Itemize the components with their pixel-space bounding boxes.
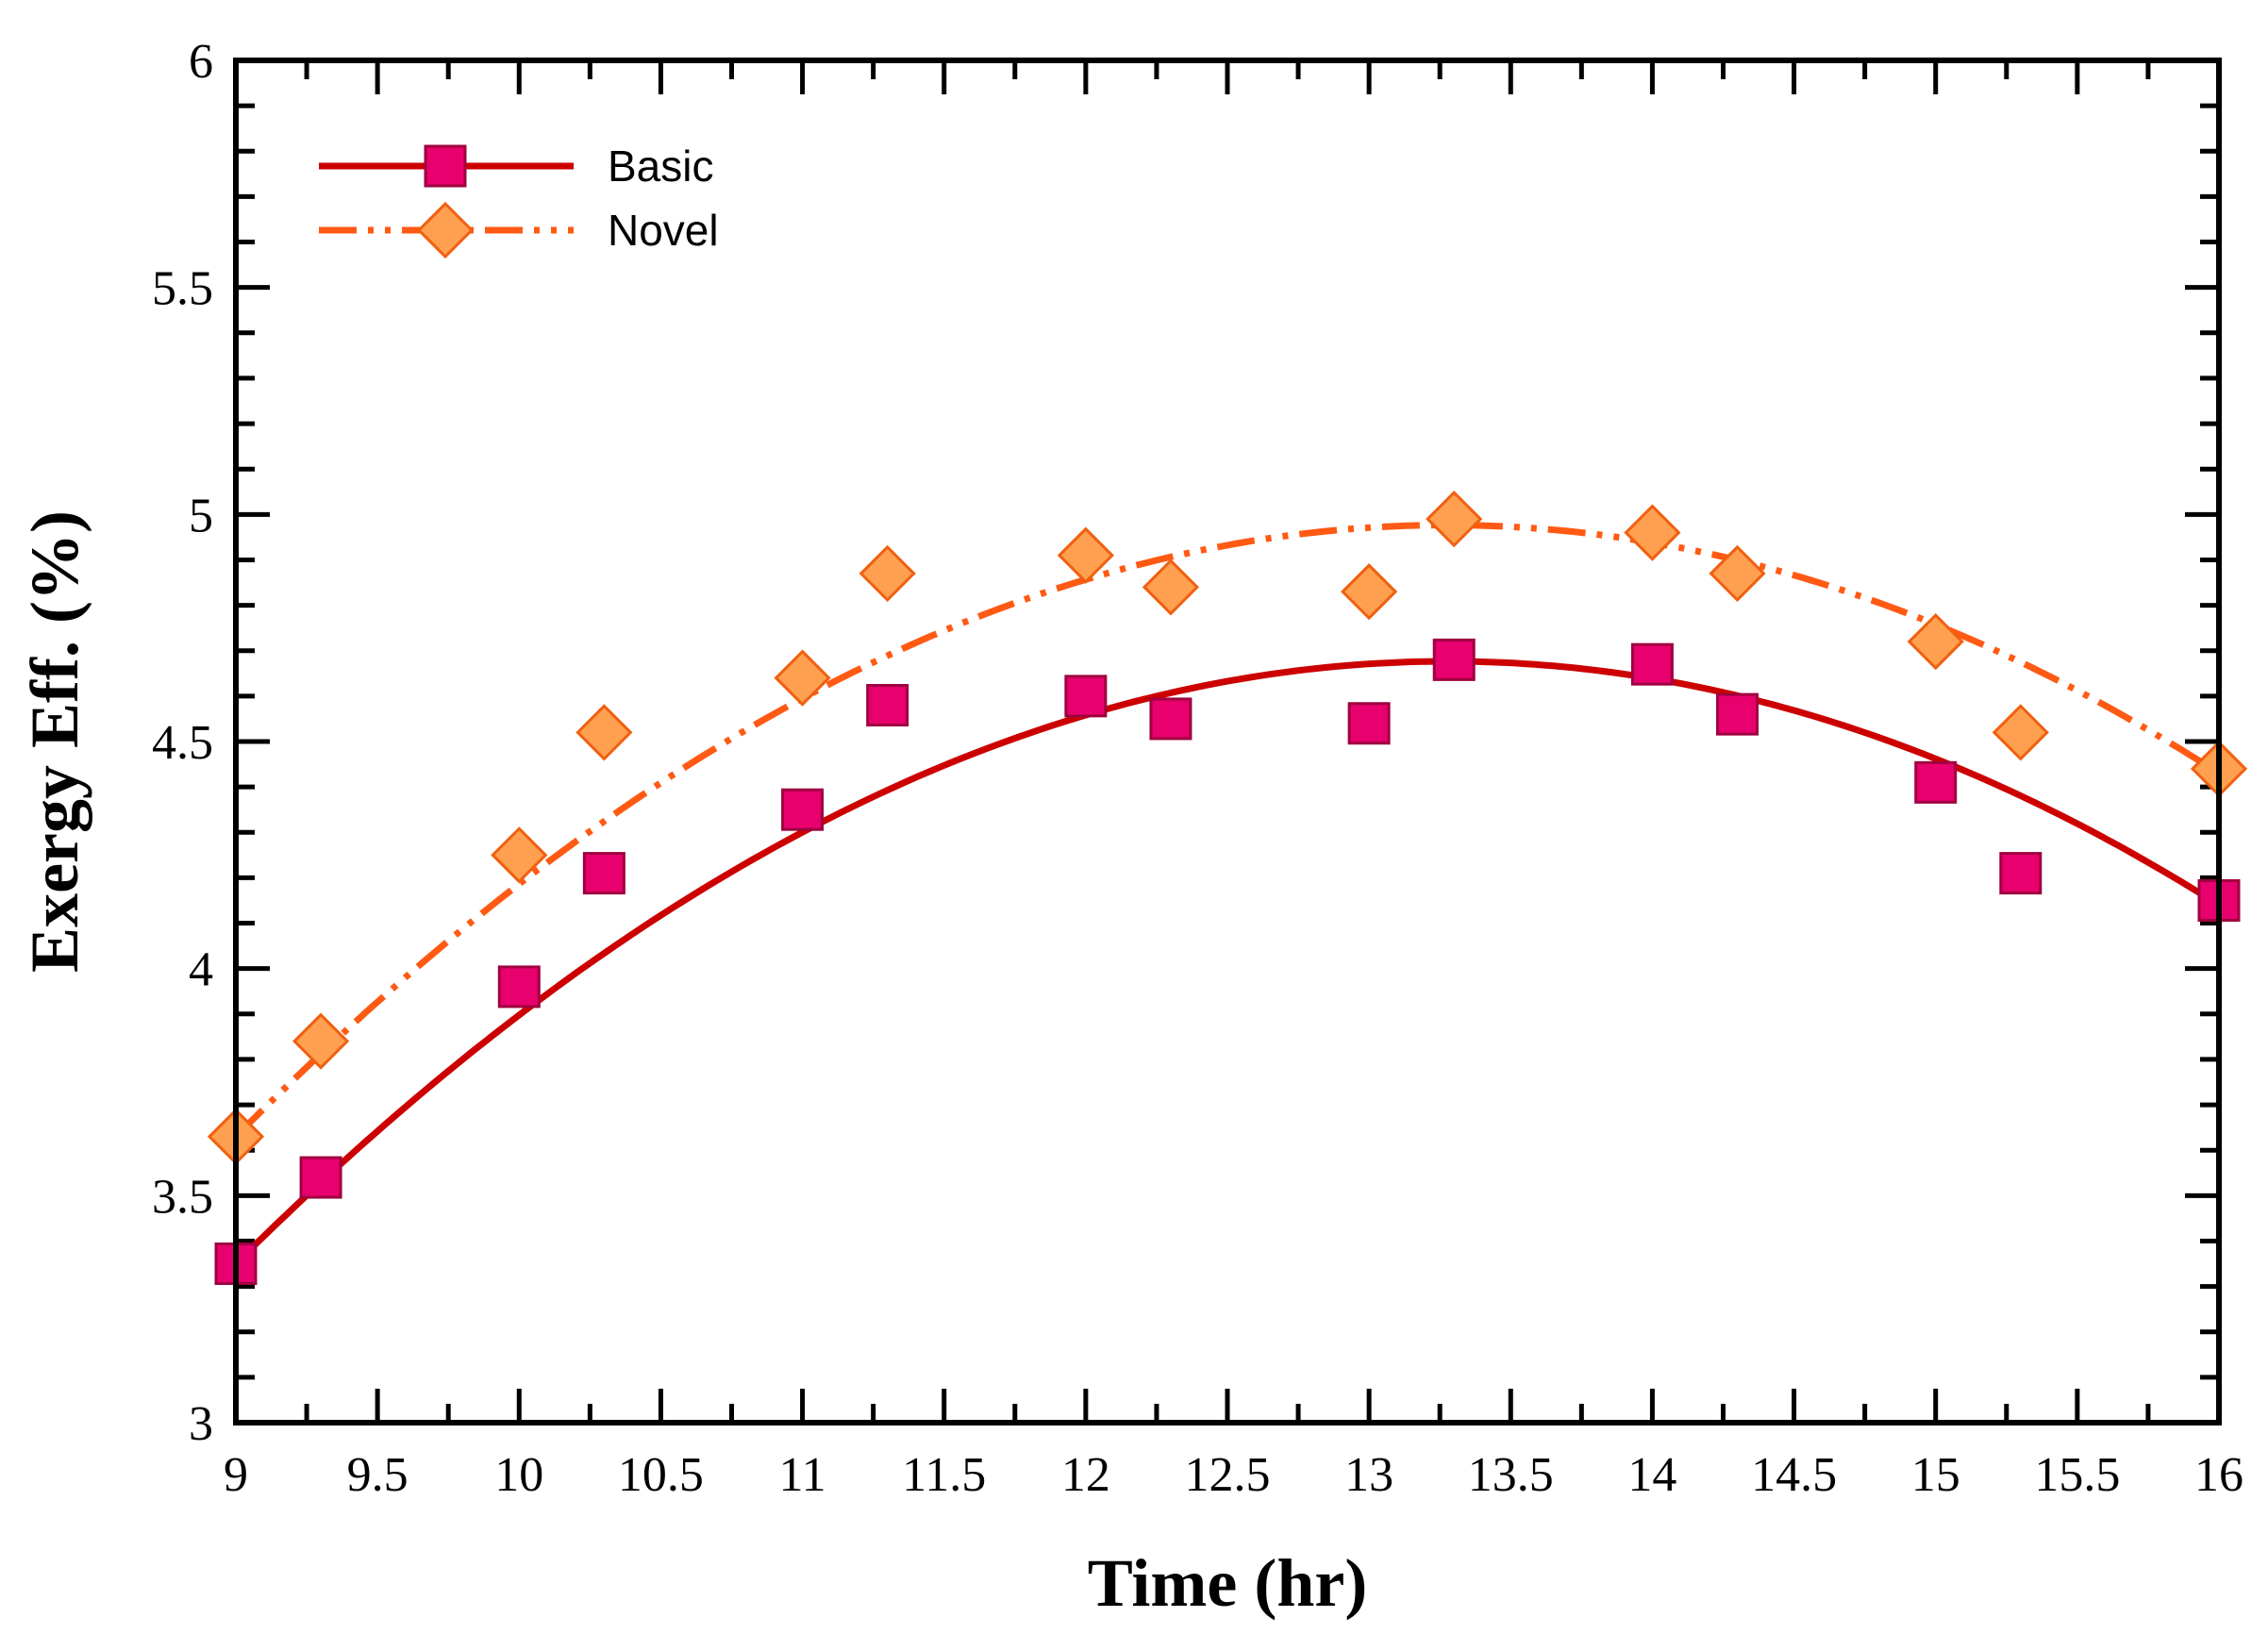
- x-tick-label: 13: [1344, 1448, 1393, 1502]
- data-point-novel: [292, 1012, 350, 1070]
- fit-line-basic: [233, 658, 2221, 1266]
- data-point-basic: [497, 965, 541, 1009]
- data-point-novel: [1907, 612, 1964, 671]
- data-point-basic: [1347, 702, 1391, 745]
- y-tick-label: 5.5: [152, 262, 213, 316]
- y-axis-title: Exergy Eff. (%): [17, 510, 92, 973]
- x-tick-label: 15.5: [2034, 1448, 2120, 1502]
- data-point-novel: [1992, 704, 2049, 761]
- data-point-basic: [1630, 642, 1674, 686]
- plot-frame: [233, 58, 2222, 1426]
- legend-marker-novel: [416, 201, 475, 259]
- data-point-novel: [1057, 526, 1114, 584]
- y-tick-label: 5: [189, 489, 213, 542]
- data-markers: [207, 491, 2248, 1286]
- x-tick-labels: 9 9.5 10 10.5 11 11.5 12 12.5 13 13.5 14 14.5 15 15.5…: [224, 1448, 2243, 1502]
- data-point-novel: [859, 544, 916, 603]
- fit-lines: [233, 522, 2221, 1266]
- x-tick-label: 11: [779, 1448, 826, 1502]
- data-point-basic: [1914, 760, 1958, 804]
- y-tick-labels: 3 3.5 4 4.5 5 5.5 6: [152, 35, 213, 1451]
- legend-label-basic: Basic: [608, 142, 713, 191]
- y-tick-label: 4.5: [152, 716, 213, 770]
- legend-label-novel: Novel: [608, 206, 719, 255]
- x-tick-label: 11.5: [902, 1448, 986, 1502]
- data-point-basic: [1432, 638, 1476, 681]
- data-point-basic: [1149, 697, 1192, 741]
- data-point-basic: [781, 788, 825, 831]
- data-point-novel: [1142, 559, 1200, 616]
- x-tick-label: 12: [1061, 1448, 1110, 1502]
- data-point-novel: [491, 826, 548, 884]
- data-point-basic: [299, 1156, 342, 1199]
- y-tick-label: 3: [189, 1397, 213, 1451]
- x-tick-label: 14.5: [1751, 1448, 1837, 1502]
- y-tick-label: 6: [189, 35, 213, 89]
- data-point-basic: [1064, 675, 1108, 718]
- data-point-novel: [1426, 491, 1483, 548]
- x-tick-label: 13.5: [1468, 1448, 1554, 1502]
- x-tick-label: 14: [1627, 1448, 1676, 1502]
- axis-ticks: [233, 58, 2222, 1426]
- x-tick-label: 10.5: [618, 1448, 704, 1502]
- legend: Basic Novel: [319, 142, 719, 259]
- data-point-basic: [1999, 852, 2043, 895]
- y-tick-label: 4: [189, 943, 213, 997]
- fit-line-novel: [233, 522, 2221, 1140]
- x-tick-label: 9: [224, 1448, 248, 1502]
- x-axis-title: Time (hr): [1088, 1545, 1368, 1621]
- data-point-basic: [1716, 692, 1759, 736]
- x-tick-label: 10: [494, 1448, 543, 1502]
- data-point-basic: [866, 683, 909, 726]
- data-point-novel: [575, 704, 633, 761]
- data-point-novel: [1624, 504, 1681, 561]
- x-tick-label: 9.5: [347, 1448, 409, 1502]
- data-point-novel: [1709, 544, 1766, 603]
- x-tick-label: 15: [1911, 1448, 1960, 1502]
- data-point-novel: [1341, 563, 1398, 621]
- x-tick-label: 16: [2194, 1448, 2243, 1502]
- x-tick-label: 12.5: [1185, 1448, 1271, 1502]
- y-tick-label: 3.5: [152, 1170, 213, 1224]
- legend-marker-basic: [424, 144, 467, 188]
- data-point-novel: [774, 649, 831, 707]
- data-point-basic: [582, 852, 625, 895]
